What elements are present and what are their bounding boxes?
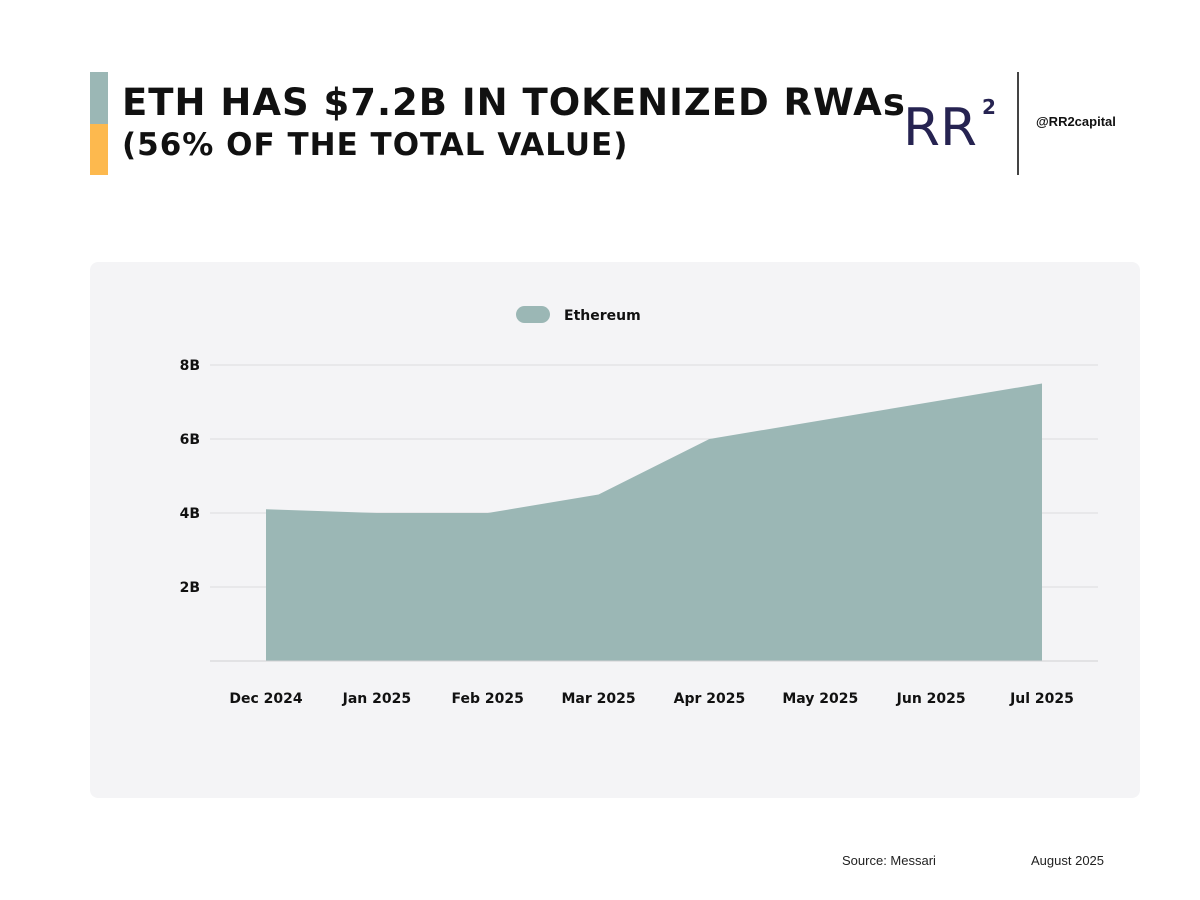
area-chart: 2B 4B 6B 8B Dec 2024 Jan 2025 Feb 2025 Mar 2025… [180, 306, 1098, 707]
chart-card: 2B 4B 6B 8B Dec 2024 Jan 2025 Feb 2025 Mar 2025… [90, 262, 1140, 798]
source-note: Source: Messari [842, 853, 936, 868]
legend-label-ethereum: Ethereum [564, 308, 641, 324]
publication-date: August 2025 [1031, 853, 1105, 868]
page-subtitle: (56% OF THE TOTAL VALUE) [122, 127, 629, 163]
logo-letters: RR [903, 98, 977, 152]
legend-swatch-ethereum [516, 306, 550, 323]
title-accent-bar [90, 72, 108, 175]
x-tick-label: Jul 2025 [1009, 691, 1074, 707]
x-tick-label: Jun 2025 [896, 691, 966, 707]
y-tick-label: 8B [180, 358, 200, 374]
x-tick-label: Dec 2024 [229, 691, 303, 707]
x-tick-label: Feb 2025 [452, 691, 524, 707]
accent-bar-bottom [90, 124, 108, 175]
rr2-logo: RR 2 [903, 95, 996, 152]
ethereum-area [266, 383, 1042, 661]
logo-divider [1017, 72, 1019, 175]
x-tick-label: May 2025 [782, 691, 858, 707]
social-handle: @RR2capital [1036, 114, 1116, 129]
page-title: ETH HAS $7.2B IN TOKENIZED RWAs [122, 81, 906, 124]
y-tick-label: 6B [180, 432, 200, 448]
y-tick-label: 4B [180, 506, 200, 522]
x-tick-label: Jan 2025 [342, 691, 411, 707]
x-tick-label: Mar 2025 [562, 691, 636, 707]
logo-superscript: 2 [982, 95, 996, 119]
y-tick-label: 2B [180, 580, 200, 596]
accent-bar-top [90, 72, 108, 124]
x-tick-label: Apr 2025 [674, 691, 746, 707]
